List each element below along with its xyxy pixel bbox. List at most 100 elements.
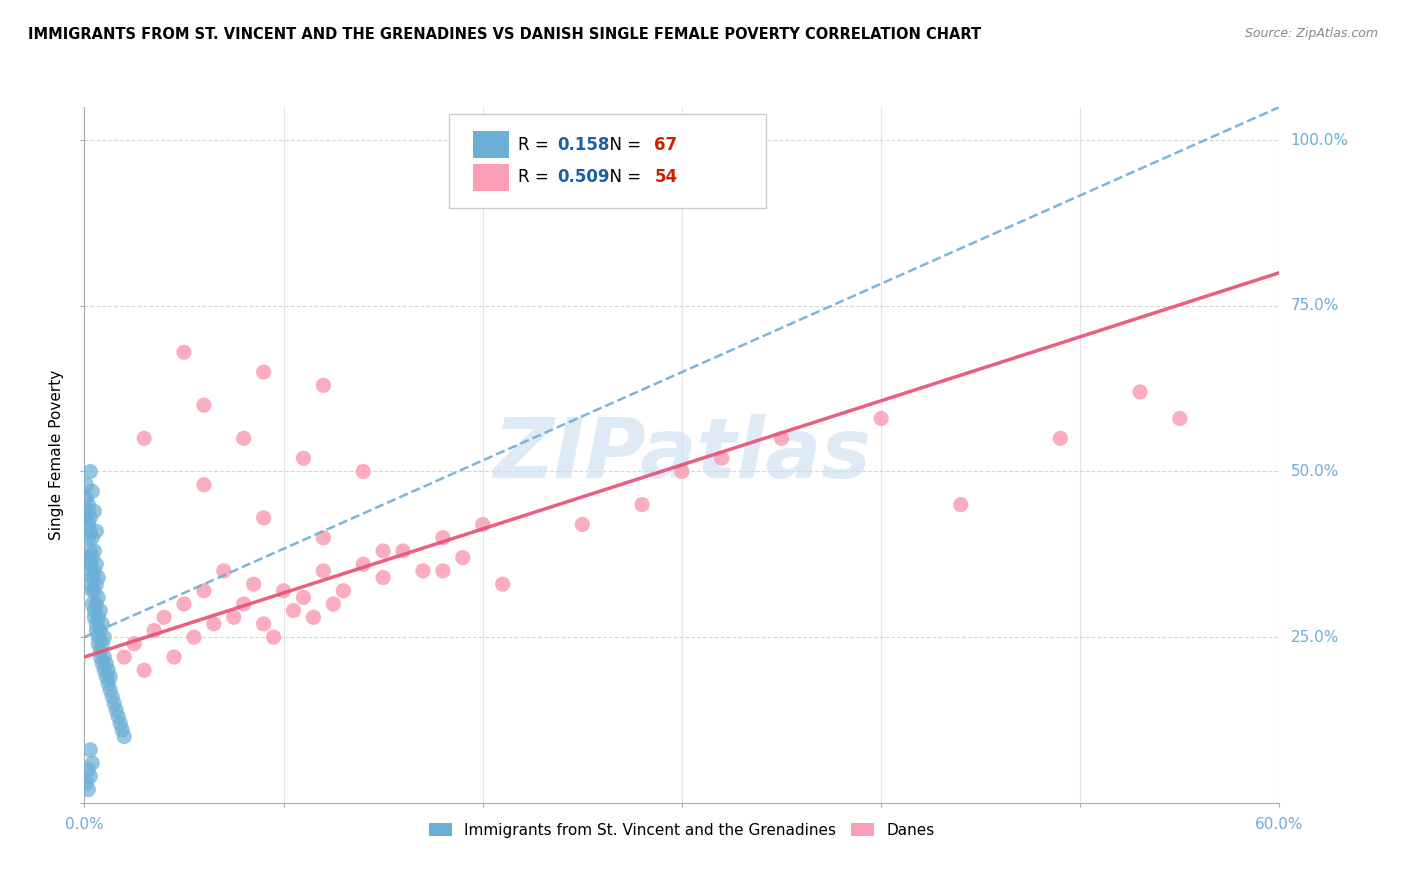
Point [89,624,111,638]
Point [91,616,114,631]
Point [91,637,114,651]
Text: 75.0%: 75.0% [1291,298,1339,313]
Point [98,670,121,684]
Point [202,616,225,631]
Point [432,531,454,545]
Point [96,657,118,671]
Point [75,491,97,505]
Point [212,564,235,578]
Text: 67: 67 [654,136,678,153]
Point [373,544,395,558]
Point [492,577,515,591]
Point [83,610,105,624]
Point [96,670,118,684]
Text: 50.0%: 50.0% [1291,464,1339,479]
Text: ZIPatlas: ZIPatlas [494,415,870,495]
Point [87,610,110,624]
Text: 54: 54 [654,169,678,186]
Text: 60.0%: 60.0% [1256,817,1303,831]
Text: R =: R = [519,169,554,186]
Point [253,365,276,379]
Point [83,544,105,558]
Point [232,597,254,611]
Point [86,577,108,591]
Point [77,763,100,777]
Point [193,477,215,491]
Text: 0.0%: 0.0% [65,817,104,831]
Point [292,451,315,466]
Point [451,550,474,565]
Point [82,484,104,499]
Point [91,657,114,671]
Point [322,597,344,611]
Point [86,624,108,638]
Point [93,630,115,644]
Point [82,583,104,598]
Point [79,564,101,578]
Point [89,650,111,665]
Point [86,616,108,631]
Point [193,398,215,412]
Point [77,517,100,532]
Point [79,769,101,783]
Point [122,637,145,651]
Point [631,498,654,512]
Point [173,597,195,611]
Point [87,630,110,644]
Legend: Immigrants from St. Vincent and the Grenadines, Danes: Immigrants from St. Vincent and the Gren… [423,816,941,844]
Point [79,577,101,591]
Point [82,550,104,565]
Y-axis label: Single Female Poverty: Single Female Poverty [49,370,65,540]
Point [332,583,354,598]
Point [412,564,434,578]
Point [173,345,195,359]
Point [1168,411,1191,425]
Text: 0.158: 0.158 [558,136,610,153]
Point [292,591,315,605]
Point [312,378,335,392]
Point [671,465,693,479]
Point [253,511,276,525]
Point [222,610,245,624]
Point [77,498,100,512]
Point [82,570,104,584]
Point [263,630,285,644]
Point [312,531,335,545]
Point [79,544,101,558]
Point [112,650,135,665]
Point [97,676,120,690]
Text: IMMIGRANTS FROM ST. VINCENT AND THE GRENADINES VS DANISH SINGLE FEMALE POVERTY C: IMMIGRANTS FROM ST. VINCENT AND THE GREN… [28,27,981,42]
Point [87,591,110,605]
Point [183,630,205,644]
Point [82,756,104,770]
Point [86,558,108,572]
Point [82,531,104,545]
Text: 0.509: 0.509 [558,169,610,186]
Point [75,477,97,491]
Point [273,583,295,598]
Point [79,558,101,572]
FancyBboxPatch shape [449,114,766,208]
Point [82,597,104,611]
Point [79,465,101,479]
Point [93,663,115,677]
Point [143,624,166,638]
Point [103,697,125,711]
Point [432,564,454,578]
Point [253,616,276,631]
Point [242,577,264,591]
Point [75,511,97,525]
Point [89,604,111,618]
Text: 25.0%: 25.0% [1291,630,1339,645]
Point [105,703,128,717]
Point [86,597,108,611]
Point [283,604,305,618]
Point [710,451,733,466]
Point [93,650,115,665]
Point [1049,431,1071,445]
Point [132,663,156,677]
Point [302,610,325,624]
Point [870,411,893,425]
Point [471,517,494,532]
Point [79,511,101,525]
